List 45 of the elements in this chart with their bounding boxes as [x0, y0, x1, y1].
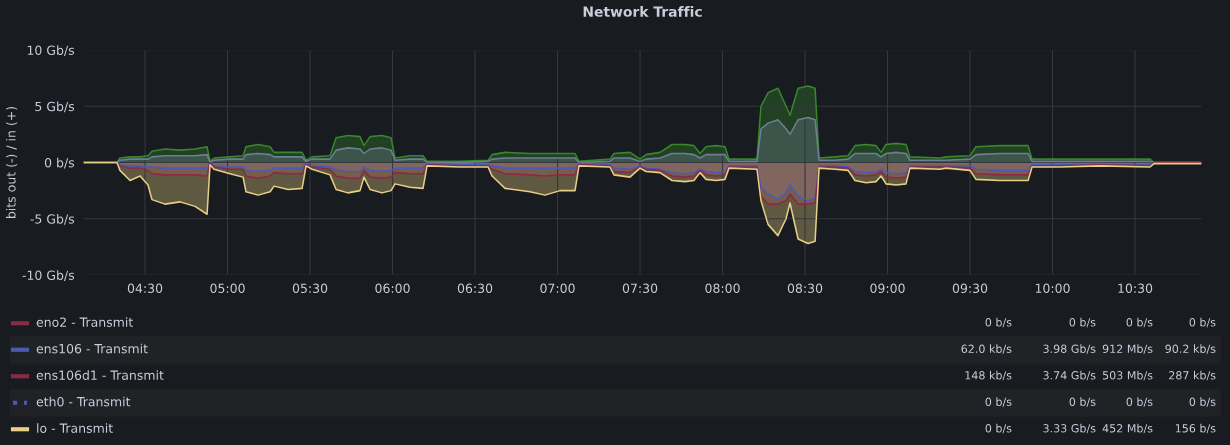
text: 0 b/s — [985, 317, 1012, 328]
x-tick-label: 10:30 — [1118, 283, 1153, 294]
x-tick-label: 04:30 — [127, 283, 163, 294]
text: 452 Mb/s — [1102, 423, 1153, 434]
text: 0 b/s — [1126, 397, 1153, 407]
y-axis-title: bits out (-) / in (+) — [6, 106, 18, 218]
text: 3.33 Gb/s — [1043, 423, 1096, 434]
legend-label: eno2 - Transmit — [36, 317, 133, 327]
y-tick-label: 5 Gb/s — [35, 101, 75, 113]
text: 3.98 Gb/s — [1043, 344, 1096, 354]
text: 0 b/s — [1189, 397, 1216, 407]
legend-label: ens106d1 - Transmit — [36, 370, 164, 380]
text: 62.0 kb/s — [961, 344, 1012, 354]
y-tick-label: 10 Gb/s — [27, 45, 75, 56]
text: 0 b/s — [1126, 317, 1153, 328]
x-tick-label: 09:00 — [870, 283, 905, 294]
x-tick-label: 05:30 — [292, 283, 328, 294]
x-tick-label: 07:30 — [622, 283, 658, 294]
x-tick-label: 06:30 — [457, 283, 493, 294]
text: 148 kb/s — [965, 370, 1012, 381]
text: 0 b/s — [1069, 397, 1096, 407]
text: 503 Mb/s — [1102, 370, 1153, 381]
x-tick-label: 08:00 — [705, 283, 740, 294]
text: 0 b/s — [985, 423, 1012, 434]
text: 90.2 kb/s — [1165, 344, 1216, 354]
text: 0 b/s — [1189, 317, 1216, 328]
text: 0 b/s — [985, 397, 1012, 407]
x-tick-label: 08:30 — [787, 283, 823, 294]
x-tick-label: 06:00 — [375, 283, 410, 294]
y-tick-label: -5 Gb/s — [30, 214, 75, 225]
x-tick-label: 09:30 — [952, 283, 988, 294]
text: 287 kb/s — [1169, 370, 1216, 381]
x-tick-label: 05:00 — [210, 283, 245, 294]
text: 0 b/s — [1069, 317, 1096, 328]
y-tick-label: -10 Gb/s — [22, 270, 75, 281]
text: 3.74 Gb/s — [1043, 370, 1096, 381]
legend-label: lo - Transmit — [37, 423, 113, 433]
text: 912 Mb/s — [1102, 344, 1153, 354]
text: 156 b/s — [1175, 423, 1216, 434]
chart-title: Network Traffic — [583, 6, 702, 17]
x-tick-label: 07:00 — [540, 283, 575, 294]
y-tick-label: 0 b/s — [44, 157, 75, 169]
legend-label: ens106 - Transmit — [36, 343, 148, 354]
x-tick-label: 10:00 — [1035, 283, 1070, 294]
legend-label: eth0 - Transmit — [36, 396, 131, 407]
